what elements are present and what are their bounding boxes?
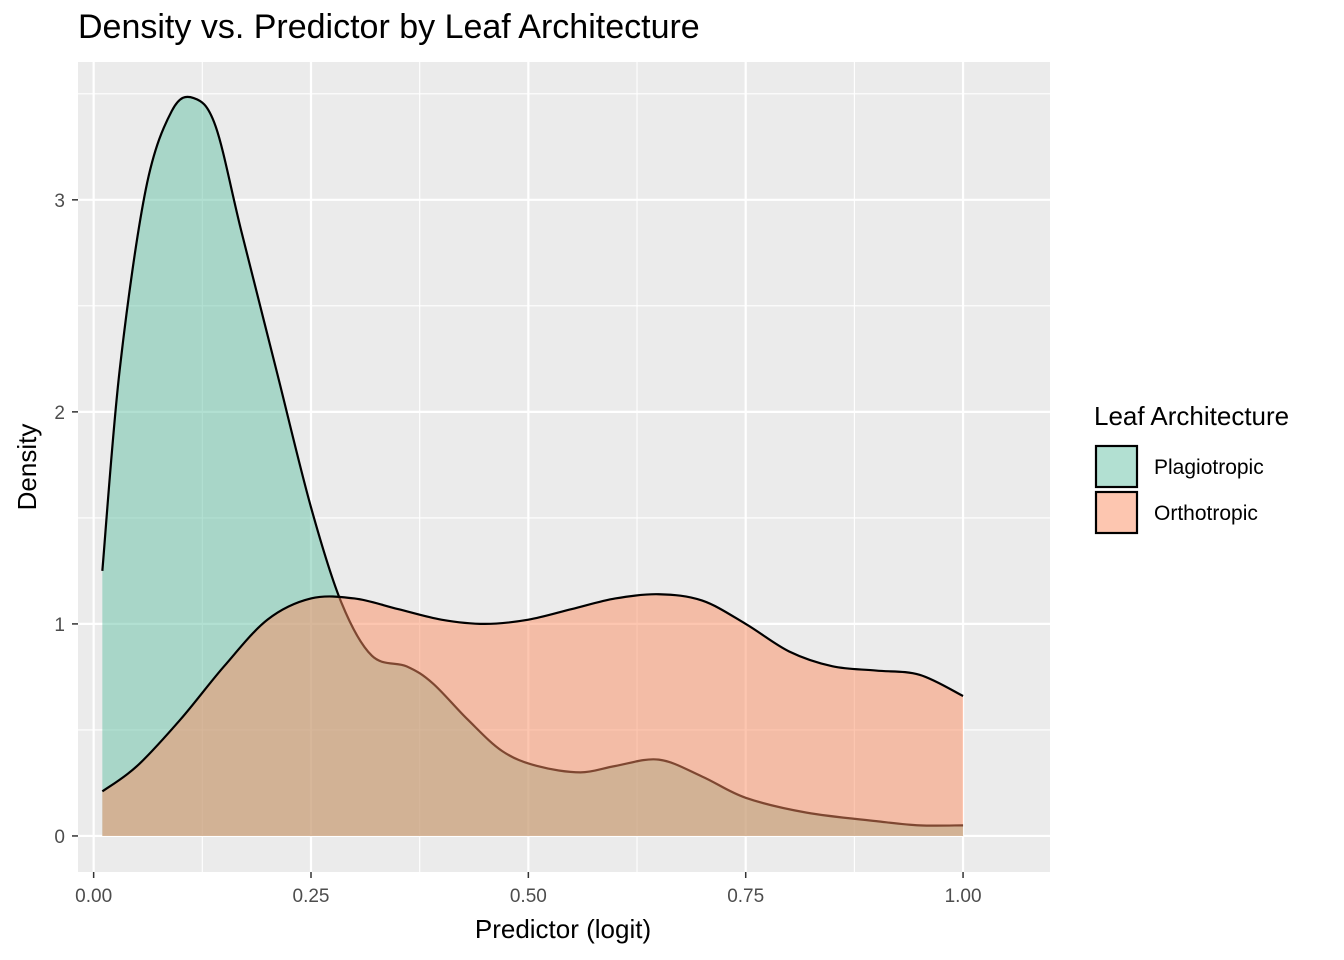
x-tick-label: 1.00 bbox=[945, 886, 982, 907]
y-tick-label: 1 bbox=[54, 615, 65, 636]
plagiotropic-legend-swatch bbox=[1094, 444, 1139, 489]
x-axis: 0.00 0.25 0.50 0.75 1.00 bbox=[75, 872, 982, 907]
orthotropic-density-area bbox=[102, 594, 964, 836]
plagiotropic-legend-label: Plagiotropic bbox=[1154, 456, 1264, 479]
orthotropic-legend-label: Orthotropic bbox=[1154, 502, 1258, 525]
y-tick-label: 2 bbox=[54, 403, 65, 424]
y-axis-title: Density bbox=[12, 424, 42, 511]
legend: Leaf Architecture Plagiotropic Orthotropi… bbox=[1094, 401, 1289, 535]
chart-title: Density vs. Predictor by Leaf Architectu… bbox=[78, 8, 700, 46]
density-areas bbox=[101, 95, 964, 836]
y-tick-label: 3 bbox=[54, 191, 65, 212]
x-tick-label: 0.25 bbox=[293, 886, 330, 907]
y-axis: 0 1 2 3 bbox=[54, 191, 78, 848]
legend-title: Leaf Architecture bbox=[1094, 401, 1289, 431]
orthotropic-legend-swatch bbox=[1094, 490, 1139, 535]
x-axis-title: Predictor (logit) bbox=[475, 914, 651, 944]
orthotropic-density-line bbox=[101, 593, 964, 793]
y-tick-label: 0 bbox=[54, 827, 65, 848]
x-tick-label: 0.50 bbox=[510, 886, 547, 907]
x-tick-label: 0.75 bbox=[727, 886, 764, 907]
x-tick-label: 0.00 bbox=[75, 886, 112, 907]
